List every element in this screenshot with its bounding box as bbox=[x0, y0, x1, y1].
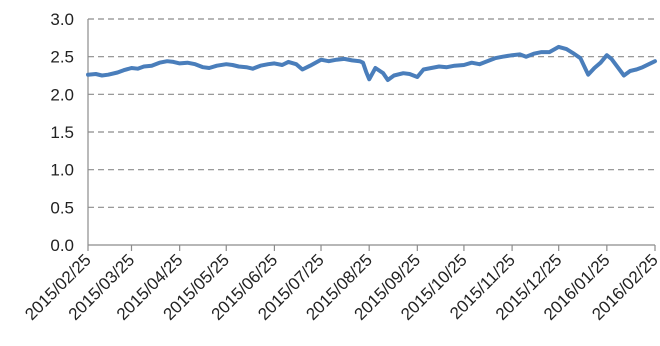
y-tick-label: 2.5 bbox=[50, 48, 74, 67]
y-tick-label: 1.5 bbox=[50, 123, 74, 142]
y-tick-label: 0.0 bbox=[50, 236, 74, 255]
y-tick-label: 1.0 bbox=[50, 161, 74, 180]
y-tick-labels: 0.0 0.5 1.0 1.5 2.0 2.5 3.0 bbox=[50, 10, 74, 255]
x-tick-labels: 2015/02/252015/03/252015/04/252015/05/25… bbox=[21, 250, 660, 324]
y-tick-label: 2.0 bbox=[50, 85, 74, 104]
axes bbox=[87, 19, 656, 251]
gridlines bbox=[88, 18, 655, 208]
y-tick-label: 3.0 bbox=[50, 10, 74, 29]
y-tick-label: 0.5 bbox=[50, 198, 74, 217]
series-line bbox=[86, 44, 657, 82]
series-layer bbox=[86, 44, 657, 82]
